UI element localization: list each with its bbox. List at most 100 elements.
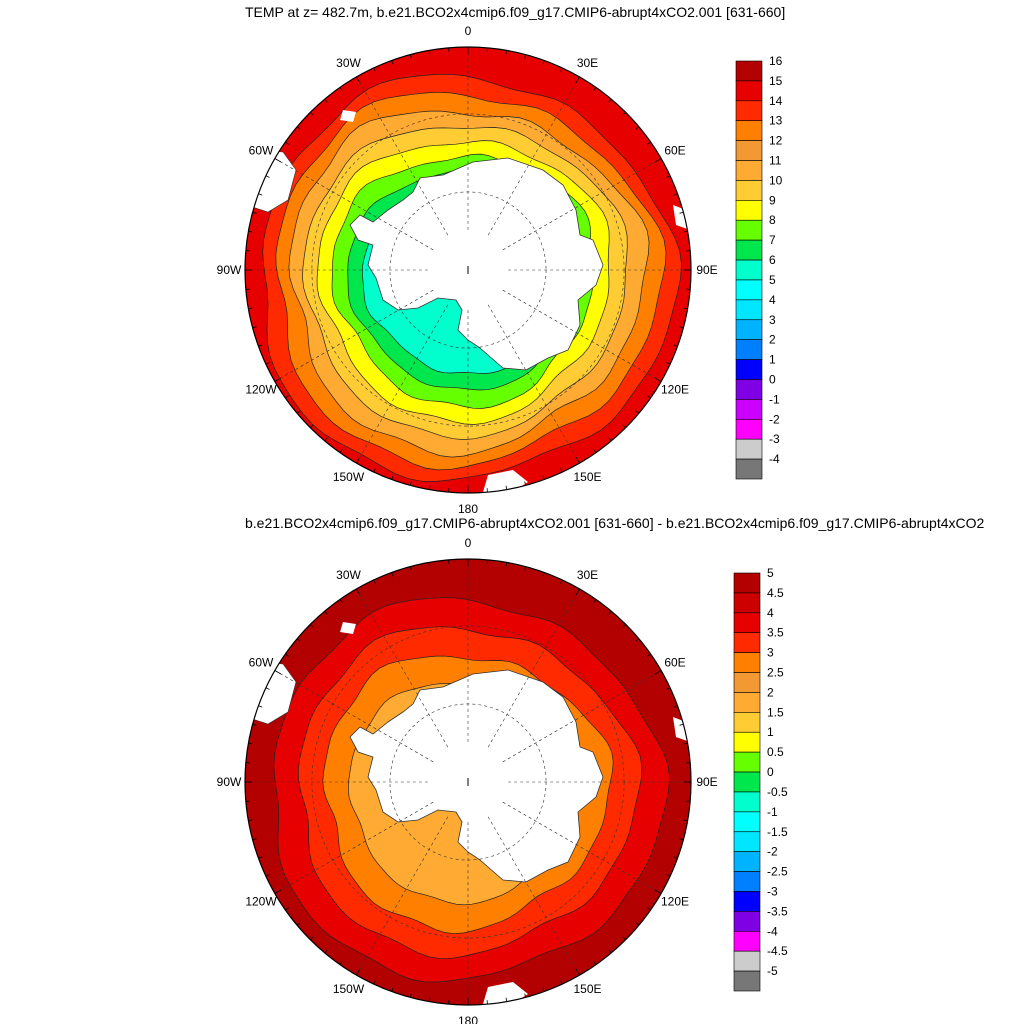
- colorbar-swatch: [735, 379, 763, 400]
- border-tick: [391, 987, 394, 992]
- border-tick: [560, 67, 563, 72]
- meridian-line: [356, 76, 449, 236]
- colorbar-tick-label: 2: [769, 333, 776, 347]
- border-tick: [542, 60, 545, 65]
- colorbar-swatch: [735, 259, 763, 281]
- border-tick: [622, 936, 626, 940]
- border-tick: [391, 572, 394, 577]
- longitude-label: 120W: [245, 895, 277, 909]
- colorbar-tick-label: 4.5: [767, 586, 784, 600]
- colorbar-swatch: [735, 120, 763, 141]
- top-map-title: TEMP at z= 482.7m, b.e21.BCO2x4cmip6.f09…: [245, 4, 786, 20]
- colorbar-swatch: [735, 399, 763, 420]
- colorbar-tick-label: 16: [769, 54, 783, 68]
- border-tick: [505, 485, 508, 490]
- border-tick: [575, 968, 580, 976]
- border-tick: [252, 723, 257, 726]
- colorbar-tick-label: 3: [767, 646, 774, 660]
- border-tick: [560, 579, 563, 584]
- border-tick: [673, 193, 678, 196]
- border-tick: [248, 230, 253, 233]
- meridian-line: [487, 304, 580, 464]
- colorbar-tick-label: 7: [769, 233, 776, 247]
- border-tick: [274, 670, 282, 675]
- colorbar-swatch: [733, 831, 761, 852]
- border-tick: [635, 638, 640, 642]
- south-georgia-island: [340, 622, 356, 634]
- border-tick: [679, 326, 684, 329]
- longitude-label: 120W: [245, 383, 277, 397]
- border-tick: [373, 468, 376, 473]
- border-tick: [274, 377, 282, 382]
- longitude-label: 0: [465, 24, 472, 38]
- border-tick: [647, 141, 651, 145]
- colorbar-swatch: [735, 180, 763, 201]
- colorbar-tick-label: 4: [767, 606, 774, 620]
- border-tick: [666, 874, 671, 877]
- colorbar-tick-label: 8: [769, 213, 776, 227]
- border-tick: [285, 141, 289, 145]
- longitude-label: 120E: [661, 895, 689, 909]
- longitude-label: 30W: [336, 568, 361, 582]
- longitude-label: 90W: [217, 775, 242, 789]
- border-tick: [258, 856, 263, 859]
- meridian-line: [356, 816, 449, 976]
- south-georgia-island: [340, 110, 356, 122]
- border-tick: [593, 961, 597, 965]
- bottom-colorbar: 5 4.5 4 3.5 3 2.5 2 1.5 1 0.5 0 -0.5 -1 -1.5 -2 -2.5 -3 -…: [733, 566, 788, 992]
- colorbar-tick-label: 10: [769, 173, 783, 187]
- border-tick: [285, 395, 289, 399]
- border-tick: [608, 949, 612, 954]
- border-tick: [505, 562, 508, 567]
- border-tick: [324, 610, 328, 615]
- border-tick: [356, 588, 361, 596]
- border-tick: [339, 961, 343, 965]
- border-tick: [542, 475, 545, 480]
- colorbar-tick-label: 12: [769, 134, 783, 148]
- border-tick: [524, 566, 527, 571]
- bottom-polar-map: 0 30E 60E 90E 120E 150E 180 150W 120W 90W 60W 30W: [217, 536, 718, 1024]
- top-polar-map: 0 30E 60E 90E 120E 150E 180 150W 120W 90W 60W 30W: [217, 24, 718, 516]
- meridian-line: [274, 801, 434, 894]
- colorbar-swatch: [735, 319, 763, 340]
- colorbar-swatch: [735, 359, 763, 380]
- border-tick: [654, 377, 662, 382]
- border-tick: [575, 588, 580, 596]
- colorbar-swatch: [735, 60, 763, 82]
- colorbar-tick-label: 5: [769, 273, 776, 287]
- colorbar-tick-label: -2: [767, 845, 778, 859]
- colorbar-swatch: [735, 239, 763, 261]
- colorbar-tick-label: -3: [767, 885, 778, 899]
- border-tick: [608, 610, 612, 615]
- meridian-line: [487, 816, 580, 976]
- border-tick: [560, 468, 563, 473]
- border-tick: [296, 410, 301, 414]
- border-tick: [248, 819, 253, 822]
- border-tick: [373, 67, 376, 72]
- border-tick: [428, 485, 431, 490]
- border-tick: [265, 175, 270, 178]
- longitude-label: 150E: [573, 470, 601, 484]
- colorbar-swatch: [735, 100, 763, 122]
- border-tick: [265, 874, 270, 877]
- colorbar-tick-label: 6: [769, 253, 776, 267]
- border-tick: [248, 742, 253, 745]
- border-tick: [409, 566, 412, 571]
- border-tick: [356, 456, 361, 464]
- border-tick: [635, 922, 640, 926]
- colorbar-swatch: [735, 160, 763, 181]
- longitude-label: 60W: [249, 144, 274, 158]
- border-tick: [654, 158, 662, 163]
- border-tick: [647, 395, 651, 399]
- colorbar-swatch: [733, 950, 761, 972]
- border-tick: [524, 54, 527, 59]
- colorbar-swatch: [735, 438, 763, 460]
- border-tick: [608, 98, 612, 103]
- border-tick: [647, 653, 651, 657]
- border-tick: [409, 54, 412, 59]
- colorbar-swatch: [733, 612, 761, 634]
- colorbar-tick-label: -3.5: [767, 904, 788, 918]
- colorbar-swatch: [733, 751, 761, 773]
- colorbar-swatch: [735, 80, 763, 102]
